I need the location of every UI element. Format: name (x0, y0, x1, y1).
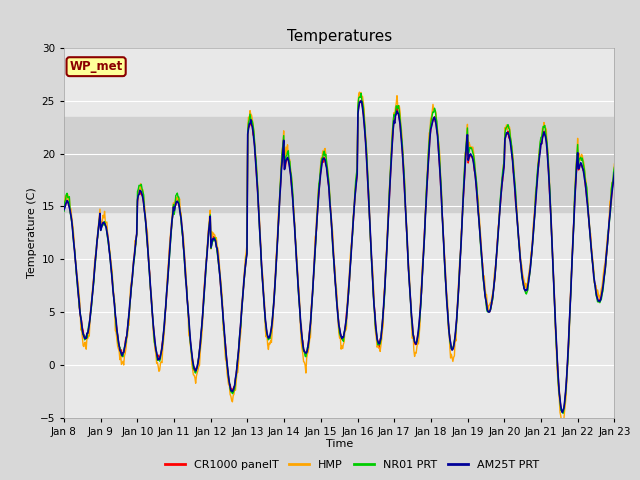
Title: Temperatures: Temperatures (287, 29, 392, 44)
X-axis label: Time: Time (326, 439, 353, 449)
Text: WP_met: WP_met (70, 60, 123, 73)
Y-axis label: Temperature (C): Temperature (C) (27, 187, 37, 278)
Bar (64, 117, 614, 212)
Legend: CR1000 panelT, HMP, NR01 PRT, AM25T PRT: CR1000 panelT, HMP, NR01 PRT, AM25T PRT (160, 456, 544, 474)
